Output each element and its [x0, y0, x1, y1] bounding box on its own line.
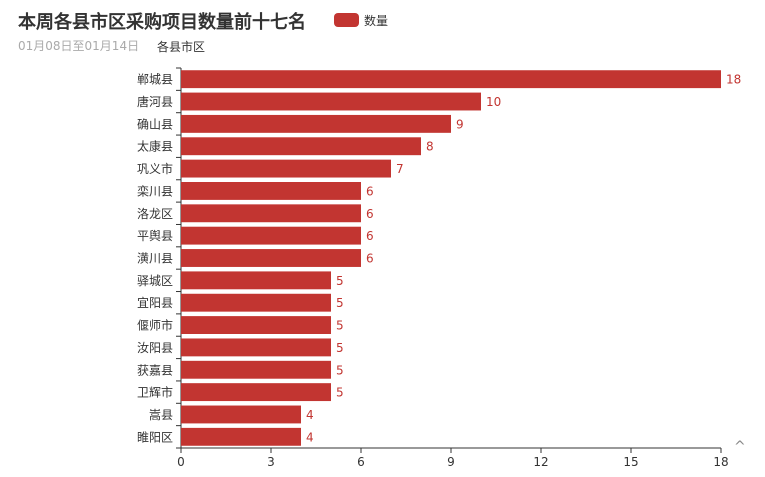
- data-label: 6: [366, 184, 374, 198]
- x-tick-label: 6: [357, 455, 365, 469]
- y-tick-label: 偃师市: [137, 318, 173, 333]
- data-label: 5: [336, 296, 344, 310]
- data-label: 4: [306, 430, 314, 444]
- chart-subtitle: 01月08日至01月14日: [18, 39, 140, 53]
- bar: [181, 226, 361, 245]
- y-axis-title: 各县市区: [157, 39, 205, 54]
- data-label: 6: [366, 229, 374, 243]
- bar: [181, 249, 361, 267]
- x-tick-label: 9: [447, 455, 455, 469]
- y-tick-label: 确山县: [137, 117, 173, 131]
- bar: [181, 114, 451, 133]
- data-label: 10: [486, 95, 501, 109]
- bar: [181, 316, 331, 334]
- y-tick-label: 洛龙区: [137, 206, 173, 221]
- data-label: 5: [336, 363, 344, 377]
- scroll-up-icon[interactable]: ^: [734, 439, 746, 455]
- y-tick-label: 平舆县: [137, 228, 173, 243]
- y-tick-label: 郸城县: [137, 73, 173, 87]
- data-label: 9: [456, 117, 464, 131]
- bar: [181, 293, 331, 312]
- y-tick-label: 获嘉县: [137, 363, 173, 377]
- y-tick-label: 宜阳县: [137, 295, 173, 310]
- bar: [181, 137, 421, 156]
- bar: [181, 405, 301, 424]
- bar: [181, 92, 481, 111]
- legend-swatch: [334, 13, 359, 27]
- bar: [181, 427, 301, 446]
- x-tick-label: 15: [623, 455, 638, 469]
- data-label: 6: [366, 252, 374, 266]
- data-label: 6: [366, 207, 374, 221]
- bar: [181, 182, 361, 200]
- data-label: 8: [426, 140, 434, 154]
- y-tick-label: 唐河县: [137, 94, 173, 109]
- bar: [181, 70, 721, 89]
- data-label: 5: [336, 386, 344, 400]
- data-label: 4: [306, 408, 314, 422]
- data-label: 5: [336, 341, 344, 355]
- x-tick-label: 18: [713, 455, 728, 469]
- y-tick-label: 巩义市: [137, 161, 173, 176]
- y-tick-label: 栾川县: [137, 183, 173, 198]
- x-tick-label: 0: [177, 455, 185, 469]
- data-label: 5: [336, 274, 344, 288]
- y-tick-label: 卫辉市: [137, 385, 173, 400]
- legend[interactable]: 数量: [334, 12, 388, 28]
- y-tick-label: 汝阳县: [137, 341, 173, 355]
- y-tick-label: 太康县: [137, 139, 173, 154]
- data-label: 5: [336, 319, 344, 333]
- data-label: 7: [396, 162, 404, 176]
- legend-label: 数量: [364, 13, 389, 28]
- bar: [181, 204, 361, 223]
- bar: [181, 360, 331, 379]
- chart-title: 本周各县市区采购项目数量前十七名: [18, 12, 306, 33]
- x-tick-label: 3: [267, 455, 275, 469]
- data-label: 18: [726, 73, 741, 87]
- bar: [181, 159, 391, 178]
- bar: [181, 383, 331, 402]
- y-tick-label: 潢川县: [137, 252, 173, 266]
- y-tick-label: 嵩县: [149, 408, 173, 422]
- y-tick-label: 睢阳区: [137, 430, 173, 444]
- y-tick-label: 驿城区: [137, 274, 173, 288]
- x-tick-label: 12: [533, 455, 548, 469]
- bar: [181, 271, 331, 290]
- bar: [181, 338, 331, 357]
